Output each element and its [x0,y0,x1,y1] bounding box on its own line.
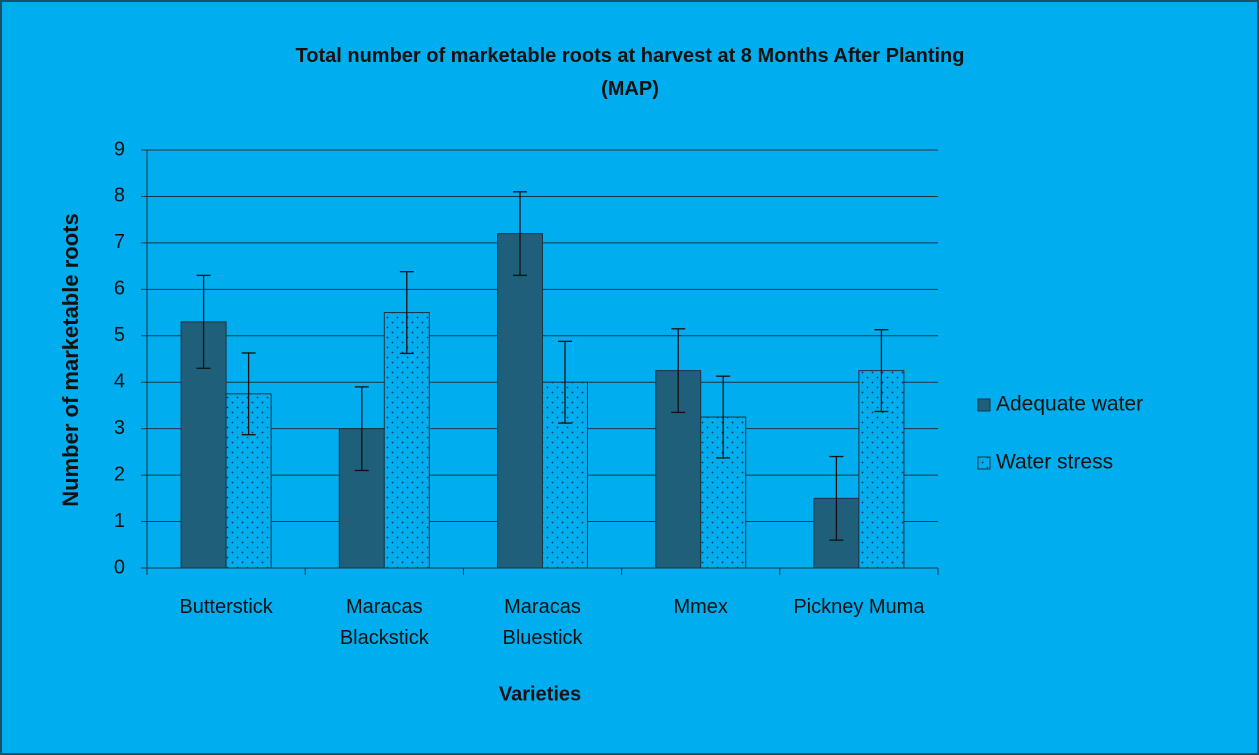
error-bar [558,340,572,424]
y-tick-label: 9 [114,138,125,160]
x-tick-label: Butterstick [179,596,273,618]
y-tick-label: 3 [114,417,125,439]
error-bar [196,274,211,369]
bar [497,233,543,569]
y-tick-label: 1 [114,510,125,532]
error-bar [829,455,844,541]
x-axis-label: Varieties [499,683,581,705]
x-tick-label: Maracas Blackstick [339,596,429,649]
error-bar [716,375,731,459]
error-bar [354,386,369,472]
error-bar [399,271,414,355]
legend-label: Adequate water [996,393,1143,416]
x-tick-label: Mmex [673,596,728,618]
legend-swatch [977,456,991,470]
y-axis-label: Number of marketable roots [58,213,83,506]
chart-title: Total number of marketable roots at harv… [295,45,965,100]
y-tick-label: 0 [114,556,125,578]
y-tick-label: 7 [114,231,125,253]
legend-swatch [977,398,991,412]
bar [383,312,430,569]
y-tick-label: 4 [114,371,125,393]
y-tick-label: 5 [114,324,125,346]
y-tick-label: 6 [114,278,125,300]
error-bar [241,352,256,436]
x-tick-label: Pickney Muma [793,596,925,618]
error-bar [874,329,889,413]
y-tick-label: 8 [114,185,125,207]
legend-label: Water stress [996,451,1113,474]
error-bar [513,191,527,277]
error-bar [671,328,686,414]
x-tick-label: Maracas Bluestick [502,596,583,649]
y-tick-label: 2 [114,463,125,485]
